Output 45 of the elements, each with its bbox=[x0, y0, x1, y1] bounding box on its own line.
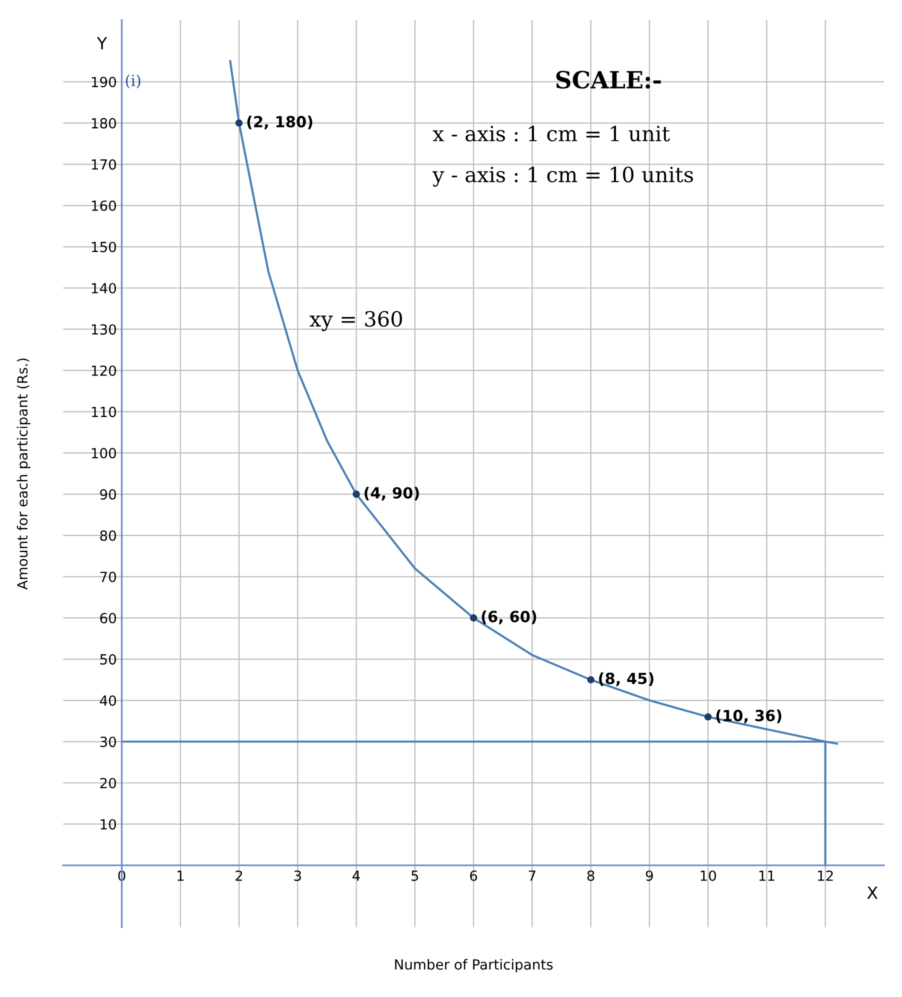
annotation: x - axis : 1 cm = 1 unit bbox=[432, 126, 670, 142]
x-tick-label: 1 bbox=[178, 870, 184, 881]
annotation: (i) bbox=[126, 74, 140, 88]
y-tick-label: 80 bbox=[100, 530, 116, 541]
y-tick-label: 60 bbox=[100, 612, 116, 624]
annotation: y - axis : 1 cm = 10 units bbox=[432, 166, 693, 187]
y-tick-label: 20 bbox=[100, 778, 116, 788]
y-tick-label: 110 bbox=[92, 406, 116, 418]
x-tick-label: 4 bbox=[352, 870, 360, 881]
x-axis-title: Number of Participants bbox=[395, 958, 553, 972]
y-tick-label: 50 bbox=[100, 654, 116, 665]
y-tick-label: 90 bbox=[100, 489, 116, 500]
y-tick-label: 100 bbox=[92, 448, 116, 458]
y-tick-label: 180 bbox=[92, 118, 116, 129]
data-label: (4, 90) bbox=[364, 486, 419, 501]
annotation: X bbox=[867, 886, 878, 899]
x-tick-label: 5 bbox=[412, 870, 418, 881]
annotation: xy = 360 bbox=[310, 310, 402, 332]
y-tick-label: 30 bbox=[100, 736, 116, 748]
y-tick-label: 190 bbox=[92, 76, 116, 88]
data-label: (8, 45) bbox=[599, 672, 654, 686]
y-tick-label: 120 bbox=[92, 365, 116, 376]
x-tick-label: 2 bbox=[236, 870, 242, 881]
y-tick-label: 160 bbox=[92, 200, 116, 211]
x-tick-label: 11 bbox=[759, 870, 774, 881]
y-tick-label: 40 bbox=[100, 695, 116, 706]
y-tick-label: 10 bbox=[100, 819, 116, 830]
data-label: (10, 36) bbox=[716, 710, 782, 724]
y-axis-title: Amount for each participant (Rs.) bbox=[16, 358, 30, 590]
x-tick-label: 3 bbox=[294, 870, 301, 881]
x-tick-label: 8 bbox=[587, 870, 594, 881]
x-tick-label: 12 bbox=[818, 870, 833, 881]
data-label: (6, 60) bbox=[482, 610, 536, 624]
data-label: (2, 180) bbox=[247, 116, 312, 130]
y-tick-label: 70 bbox=[100, 572, 116, 582]
x-tick-label: 10 bbox=[700, 870, 716, 881]
x-tick-label: 7 bbox=[528, 870, 536, 881]
y-tick-label: 170 bbox=[92, 159, 116, 170]
y-tick-label: 130 bbox=[92, 324, 116, 335]
y-tick-label: 140 bbox=[92, 282, 116, 294]
x-tick-label: 6 bbox=[470, 870, 478, 881]
y-tick-label: 150 bbox=[92, 242, 116, 252]
annotation: SCALE:- bbox=[556, 70, 661, 89]
annotation: Y bbox=[96, 37, 108, 50]
x-tick-label: 9 bbox=[646, 870, 653, 881]
